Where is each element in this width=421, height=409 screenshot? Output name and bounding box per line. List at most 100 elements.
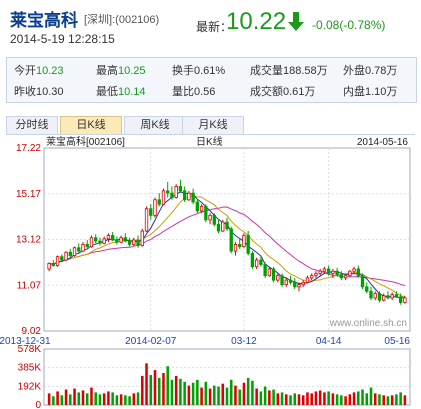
candle-body — [85, 244, 89, 248]
volume-bar — [102, 393, 106, 405]
candle-body — [77, 247, 81, 252]
candle-body — [318, 270, 322, 274]
candle-body — [259, 259, 263, 265]
candle-body — [297, 284, 301, 288]
price-tick-label: 11.07 — [17, 280, 42, 291]
candle-body — [89, 237, 94, 248]
volume-bar — [174, 375, 178, 405]
candle-body — [132, 239, 136, 245]
candle-body — [284, 279, 288, 285]
candle-body — [170, 192, 174, 198]
volume-bar — [352, 392, 356, 405]
volume-bar — [301, 395, 305, 405]
candle-body — [55, 256, 60, 267]
volume-bar — [153, 370, 157, 405]
volume-bar — [77, 392, 81, 405]
volume-bar — [382, 395, 385, 405]
volume-bar — [344, 396, 347, 405]
candle-body — [335, 270, 339, 275]
candle-body — [144, 208, 149, 232]
volume-tick-label: 578K — [18, 344, 42, 355]
volume-bar — [276, 393, 280, 405]
volume-bar — [390, 395, 394, 405]
volume-bar — [386, 396, 390, 405]
volume-bar — [348, 394, 352, 405]
candle-body — [386, 295, 390, 299]
candle-body — [254, 259, 259, 268]
quote-value: 0.61万 — [283, 86, 316, 98]
chart-title-right: 2014-05-16 — [357, 137, 409, 148]
volume-bar — [217, 386, 220, 405]
volume-bar — [81, 390, 85, 405]
volume-tick-label: 0 — [35, 400, 41, 409]
volume-bar — [132, 393, 136, 405]
volume-bar — [128, 396, 131, 405]
candle-body — [331, 270, 335, 274]
volume-bar — [373, 393, 377, 405]
exchange-code: [深圳]:(002106) — [84, 14, 160, 26]
candle-body — [102, 238, 106, 244]
volume-bar — [196, 379, 199, 405]
chart-tabs: 分时线 日K线 周K线 月K线 — [6, 116, 415, 135]
price-tick-label: 9.02 — [22, 326, 42, 337]
quote-label: 最高 — [96, 65, 118, 77]
volume-bar — [162, 373, 165, 405]
volume-bar — [213, 385, 216, 405]
candle-body — [305, 277, 310, 283]
candle-body — [352, 268, 356, 272]
candle-body — [229, 228, 233, 252]
candle-body — [398, 296, 403, 303]
volume-bar — [170, 379, 174, 405]
volume-bar — [399, 392, 402, 405]
volume-bar — [365, 393, 369, 405]
volume-bar — [157, 377, 161, 405]
quote-value: 0.61% — [194, 65, 226, 77]
volume-bar — [98, 394, 102, 405]
volume-bar — [361, 389, 364, 405]
quote-value: 10.23 — [36, 65, 64, 77]
date-tick-label: 2014-02-07 — [125, 336, 177, 347]
tab-1[interactable]: 日K线 — [60, 116, 122, 134]
candle-body — [267, 268, 272, 277]
volume-bar — [297, 394, 301, 405]
tab-3[interactable]: 月K线 — [182, 116, 244, 134]
candle-body — [369, 290, 373, 299]
volume-bar — [395, 394, 398, 405]
candle-body — [178, 185, 183, 192]
candle-body — [343, 275, 348, 279]
volume-bar — [268, 390, 271, 405]
volume-bar — [246, 377, 250, 405]
volume-bar — [111, 392, 114, 405]
volume-bar — [69, 394, 72, 405]
quote-row2-item-3: 成交额0.61万 — [250, 83, 315, 99]
volume-bar — [323, 392, 326, 405]
date-tick-label: 05-16 — [384, 336, 410, 347]
volume-bar — [285, 394, 288, 405]
tab-2[interactable]: 周K线 — [124, 116, 186, 134]
candle-body — [47, 262, 51, 270]
chart-title-center: 日K线 — [196, 135, 223, 148]
quote-label: 成交额 — [250, 86, 283, 98]
candle-body — [161, 190, 166, 205]
candle-body — [301, 281, 305, 285]
tab-0[interactable]: 分时线 — [6, 116, 58, 134]
candle-body — [238, 244, 242, 248]
candle-body — [280, 275, 284, 285]
quote-value: 0.78万 — [365, 65, 398, 77]
candle-body — [153, 199, 157, 216]
quote-label: 成交量 — [250, 65, 283, 77]
quote-value: 188.58万 — [283, 65, 328, 77]
volume-bar — [191, 382, 195, 405]
kline-chart-svg: 莱宝高科[002106] 日K线 2014-05-16 17.22 15.17 13.12… — [0, 135, 411, 409]
candle-body — [221, 221, 225, 232]
volume-bar — [251, 380, 254, 405]
volume-bar — [314, 391, 318, 405]
quote-label: 外盘 — [343, 65, 365, 77]
volume-bar — [242, 382, 246, 405]
price-plot-frame — [43, 147, 411, 332]
chart-title-left: 莱宝高科[002106] — [46, 135, 125, 148]
candle-body — [123, 237, 128, 242]
volume-bar — [179, 378, 182, 405]
volume-bar — [183, 381, 186, 405]
candle-body — [373, 293, 377, 299]
